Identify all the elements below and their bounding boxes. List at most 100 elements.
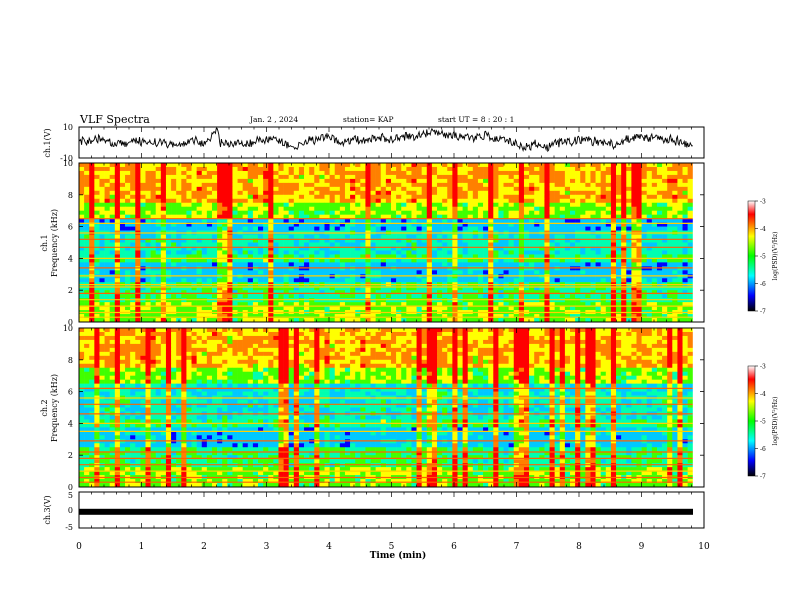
spectrogram-cell — [626, 190, 632, 196]
spectrogram-cell — [278, 214, 284, 219]
spectrogram-cell — [84, 278, 90, 283]
spectrogram-cell — [472, 242, 479, 247]
spectrogram-cell — [564, 258, 571, 263]
spectrogram-cell — [437, 262, 443, 267]
spectrogram-cell — [539, 174, 545, 180]
spectrogram-cell — [344, 163, 351, 168]
spectrogram-cell — [99, 214, 105, 219]
spectrogram-cell — [334, 254, 341, 259]
ch1-waveform-line — [79, 127, 693, 153]
spectrogram-cell — [268, 174, 274, 180]
spectrogram-cell — [580, 290, 586, 295]
spectrogram-cell — [631, 190, 637, 196]
spectrogram-cell — [585, 214, 591, 219]
spectrogram-cell — [283, 170, 289, 176]
spectrogram-cell — [324, 314, 330, 319]
spectrogram-cell — [437, 242, 443, 247]
spectrogram-cell — [196, 226, 203, 231]
spectrogram-cell — [523, 163, 530, 168]
spectrogram-cell — [94, 166, 100, 172]
spectrogram-cell — [503, 262, 509, 267]
spectrogram-cell — [99, 182, 105, 188]
spectrogram-cell — [672, 206, 678, 211]
spectrogram-cell — [641, 214, 648, 219]
spectrogram-cell — [411, 226, 417, 231]
spectrogram-cell — [396, 182, 402, 188]
spectrogram-cell — [513, 166, 520, 172]
spectrogram-cell — [252, 302, 259, 307]
spectrogram-cell — [324, 234, 330, 239]
spectrogram-cell — [109, 246, 116, 251]
spectrogram-cell — [360, 250, 366, 255]
spectrogram-cell — [610, 190, 617, 196]
spectrogram-cell — [411, 254, 417, 259]
spectrogram-cell — [549, 234, 555, 239]
spectrogram-cell — [498, 238, 504, 243]
spectrogram-cell — [585, 182, 591, 188]
spectrogram-cell — [570, 250, 576, 255]
spectrogram-cell — [171, 163, 177, 168]
spectrogram-cell — [94, 254, 100, 259]
spectrogram-cell — [498, 198, 504, 204]
spectrogram-cell — [641, 262, 648, 267]
spectrogram-cell — [160, 226, 167, 231]
spectrogram-cell — [370, 278, 376, 283]
spectrogram-cell — [104, 306, 110, 311]
spectrogram-cell — [283, 226, 289, 231]
spectrogram-cell — [626, 270, 632, 275]
spectrogram-cell — [549, 294, 555, 299]
spectrogram-cell — [605, 222, 612, 227]
spectrogram-cell — [600, 314, 607, 319]
spectrogram-cell — [390, 206, 397, 211]
spectrogram-cell — [616, 318, 622, 323]
spectrogram-cell — [360, 198, 366, 204]
spectrogram-cell — [529, 258, 535, 263]
spectrogram-cell — [672, 258, 678, 263]
spectrogram-cell — [130, 163, 136, 168]
spectrogram-cell — [421, 206, 428, 211]
spectrogram-cell — [206, 246, 213, 251]
spectrogram-cell — [600, 250, 607, 255]
spectrogram-cell — [483, 290, 489, 295]
spectrogram-cell — [396, 210, 402, 215]
spectrogram-cell — [104, 163, 110, 168]
spectrogram-cell — [467, 178, 474, 184]
spectrogram-cell — [79, 174, 85, 180]
spectrogram-cell — [687, 226, 694, 231]
spectrogram-cell — [150, 238, 157, 243]
spectrogram-cell — [227, 226, 233, 231]
spectrogram-cell — [94, 222, 100, 227]
spectrogram-cell — [319, 238, 325, 243]
spectrogram-cell — [437, 278, 443, 283]
spectrogram-cell — [595, 258, 601, 263]
colorbar-tick-label: -5 — [760, 254, 766, 261]
spectrogram-cell — [145, 306, 151, 311]
spectrogram-cell — [564, 302, 571, 307]
spectrogram-cell — [99, 202, 105, 208]
spectrogram-cell — [570, 306, 576, 311]
spectrogram-cell — [201, 166, 208, 172]
spectrogram-cell — [529, 262, 535, 267]
spectrogram-cell — [375, 218, 382, 223]
spectrogram-cell — [283, 214, 289, 219]
spectrogram-cell — [84, 254, 90, 259]
spectrogram-cell — [370, 290, 376, 295]
spectrogram-cell — [631, 290, 637, 295]
spectrogram-cell — [196, 258, 203, 263]
spectrogram-cell — [380, 202, 387, 208]
spectrogram-cell — [217, 210, 223, 215]
spectrogram-cell — [237, 194, 243, 200]
spectrogram-cell — [595, 186, 601, 192]
spectrogram-cell — [314, 178, 320, 184]
spectrogram-cell — [416, 302, 422, 307]
spectrogram-cell — [493, 254, 499, 259]
spectrogram-cell — [309, 254, 315, 259]
spectrogram-cell — [84, 250, 90, 255]
spectrogram-cell — [662, 170, 668, 176]
spectrogram-cell — [431, 206, 438, 211]
spectrogram-cell — [621, 290, 627, 295]
spectrogram-cell — [165, 178, 172, 184]
spectrogram-cell — [472, 328, 479, 333]
spectrogram-cell — [298, 186, 305, 192]
spectrogram-cell — [452, 250, 458, 255]
